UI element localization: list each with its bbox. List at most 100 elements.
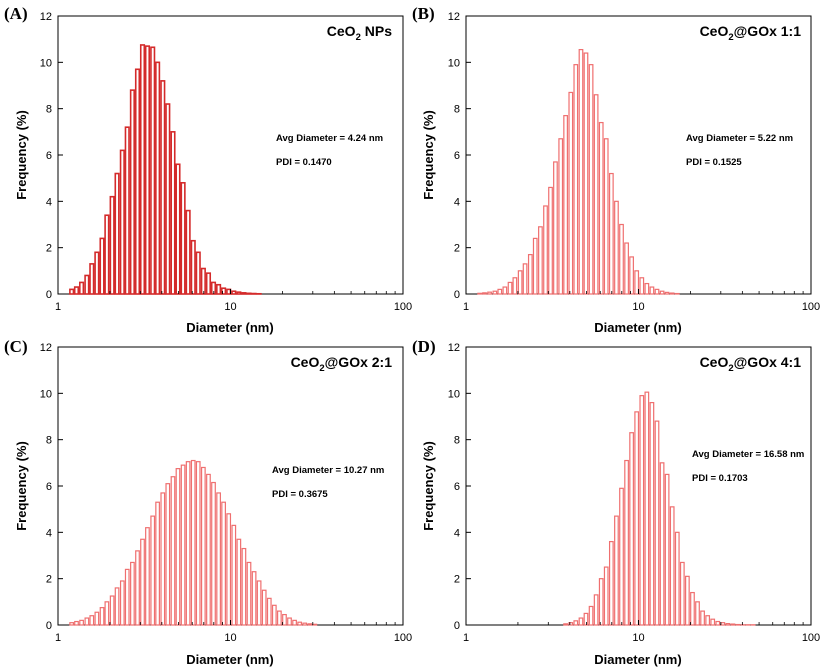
annotation-avg-diameter-d: Avg Diameter = 16.58 nm	[692, 449, 804, 460]
bar-b-37	[664, 291, 670, 295]
bar-a-32	[231, 290, 237, 295]
x-tick-label-b-0: 1	[463, 301, 469, 313]
annotation-avg-diameter-b: Avg Diameter = 5.22 nm	[686, 133, 793, 144]
bar-c-3	[84, 617, 90, 626]
bar-d-3	[578, 617, 584, 626]
bar-d-29	[710, 618, 716, 626]
bar-a-24	[190, 239, 196, 295]
histogram-bars-c	[69, 459, 318, 626]
bar-b-7	[512, 277, 518, 295]
bar-b-0	[477, 292, 483, 295]
x-tick-label-b-2: 100	[802, 301, 820, 313]
y-tick-label-b-3: 6	[454, 150, 460, 162]
bar-c-39	[266, 597, 272, 626]
x-axis-title-b: Diameter (nm)	[594, 320, 681, 335]
y-tick-label-a-3: 6	[46, 150, 52, 162]
y-tick-label-d-4: 8	[454, 435, 460, 447]
y-tick-label-a-6: 12	[40, 11, 52, 23]
bar-a-23	[185, 209, 191, 295]
chart-title-c: CeO2@GOx 2:1	[291, 354, 393, 374]
bar-b-11	[532, 237, 538, 295]
bar-b-22	[588, 64, 594, 295]
axis-ticks-b: 0 2 4 6 8 10 12 1 10 100	[448, 11, 820, 313]
y-tick-label-b-2: 4	[454, 196, 460, 208]
y-tick-label-c-1: 2	[46, 574, 52, 586]
bar-c-17	[155, 501, 160, 626]
bar-a-29	[216, 283, 222, 295]
bar-a-31	[226, 288, 232, 295]
bar-b-35	[654, 288, 660, 295]
bar-d-18	[654, 420, 660, 626]
x-tick-label-a-1: 10	[224, 301, 236, 313]
bar-d-24	[684, 575, 690, 626]
bar-c-20	[170, 476, 176, 626]
histogram-bars-a	[69, 44, 262, 295]
bar-a-6	[99, 237, 105, 295]
bar-b-36	[659, 290, 665, 295]
bar-d-19	[659, 462, 665, 626]
bar-a-9	[114, 172, 120, 295]
x-tick-label-a-2: 100	[394, 301, 412, 313]
bar-a-25	[195, 251, 201, 295]
chart-title-b: CeO2@GOx 1:1	[700, 23, 802, 43]
bar-b-15	[553, 161, 558, 295]
x-tick-label-d-1: 10	[632, 632, 644, 644]
y-axis-title-c: Frequency (%)	[14, 441, 29, 531]
axis-ticks-d: 0 2 4 6 8 10 12 1 10 100	[448, 342, 820, 644]
bar-b-23	[593, 94, 599, 295]
bar-d-20	[664, 473, 670, 626]
bar-b-24	[598, 121, 604, 295]
bar-a-16	[150, 46, 156, 295]
bar-c-10	[119, 580, 125, 626]
annotation-pdi-c: PDI = 0.3675	[272, 489, 328, 500]
bar-c-46	[302, 622, 308, 626]
bar-c-14	[140, 538, 145, 626]
bar-b-4	[497, 288, 503, 295]
y-tick-label-a-2: 4	[46, 196, 52, 208]
bar-d-7	[598, 578, 604, 626]
bar-a-3	[84, 274, 90, 295]
bar-d-12	[624, 459, 629, 626]
x-axis-title-a: Diameter (nm)	[186, 320, 273, 335]
bar-b-5	[502, 286, 508, 295]
annotation-pdi-d: PDI = 0.1703	[692, 473, 748, 484]
y-tick-label-a-4: 8	[46, 104, 52, 116]
bar-d-5	[588, 605, 594, 626]
y-tick-label-c-6: 12	[40, 342, 52, 354]
y-axis-title-d: Frequency (%)	[421, 441, 436, 531]
bar-c-36	[251, 571, 257, 626]
bar-c-35	[246, 561, 252, 626]
chart-title-d: CeO2@GOx 4:1	[700, 354, 802, 374]
bar-c-4	[89, 615, 95, 626]
bar-c-12	[130, 561, 135, 626]
bar-c-22	[180, 464, 186, 626]
bar-c-44	[292, 619, 297, 626]
bar-c-21	[175, 468, 181, 626]
bar-c-13	[135, 550, 140, 626]
bar-a-20	[170, 131, 176, 295]
bar-b-6	[507, 281, 513, 295]
panel-letter-a: (A)	[4, 4, 28, 23]
bar-c-25	[195, 461, 201, 626]
bar-c-48	[312, 623, 318, 626]
bar-d-14	[634, 411, 640, 626]
bar-a-14	[139, 44, 146, 295]
bar-a-1	[73, 286, 80, 295]
bar-b-21	[583, 52, 589, 295]
bar-b-14	[548, 186, 553, 295]
bar-c-16	[150, 515, 156, 626]
bar-d-6	[593, 594, 599, 626]
bar-b-38	[669, 292, 675, 295]
annotation-pdi-b: PDI = 0.1525	[686, 157, 742, 168]
y-tick-label-b-1: 2	[454, 243, 460, 255]
bar-a-19	[165, 103, 171, 295]
bar-d-27	[700, 610, 705, 626]
bar-c-32	[231, 524, 237, 626]
bar-c-26	[200, 466, 206, 626]
panel-b: (B) 0 2 4 6 8 10 12 1 10 100 CeO2@GOx 1:1 Avg Dia…	[412, 4, 820, 335]
bar-d-25	[690, 591, 695, 626]
bar-c-8	[109, 595, 115, 626]
bar-c-29	[216, 492, 221, 626]
annotation-pdi-a: PDI = 0.1470	[276, 157, 332, 168]
